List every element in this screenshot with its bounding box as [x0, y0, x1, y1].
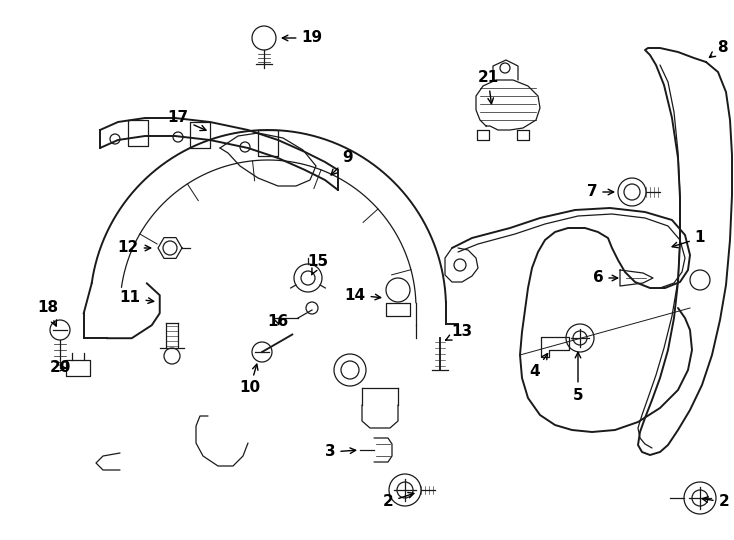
Text: 3: 3 — [324, 444, 356, 460]
Text: 7: 7 — [586, 185, 614, 199]
Text: 11: 11 — [120, 291, 153, 306]
Text: 6: 6 — [592, 271, 618, 286]
Text: 1: 1 — [672, 231, 705, 248]
Text: 15: 15 — [308, 254, 329, 275]
Text: 2: 2 — [702, 495, 730, 510]
Text: 16: 16 — [267, 314, 288, 329]
Text: 10: 10 — [239, 364, 261, 395]
Text: 19: 19 — [283, 30, 322, 45]
Text: 14: 14 — [344, 287, 381, 302]
Text: 20: 20 — [49, 361, 70, 375]
Text: 5: 5 — [573, 352, 584, 402]
Text: 9: 9 — [331, 151, 353, 175]
Text: 21: 21 — [477, 71, 498, 104]
Text: 4: 4 — [530, 354, 548, 380]
Text: 17: 17 — [167, 111, 206, 131]
Text: 12: 12 — [117, 240, 150, 255]
Text: 2: 2 — [382, 492, 414, 510]
Text: 8: 8 — [710, 40, 727, 57]
Text: 13: 13 — [446, 325, 473, 340]
Text: 18: 18 — [37, 300, 59, 326]
